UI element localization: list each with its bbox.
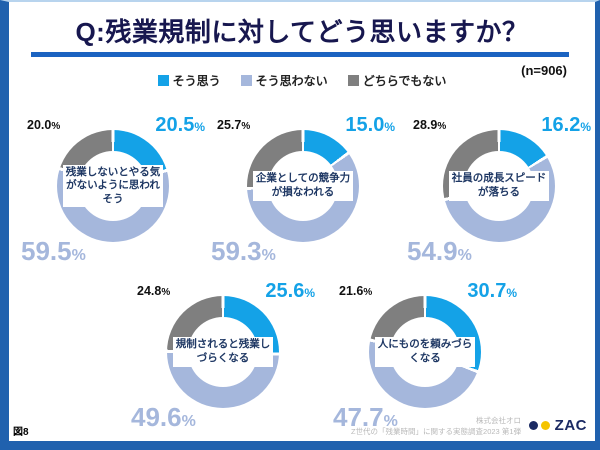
neither-percent: 21.6% [339,284,373,298]
donut-chart-4: 24.8% 25.6% 規制されると残業しづらくなる 49.6% [129,280,319,441]
agree-percent: 25.6% [265,280,315,302]
logo-text: ZAC [554,417,587,434]
legend-label-agree: そう思う [172,74,221,88]
disagree-percent: 59.3% [211,236,276,266]
donut-chart-1: 20.0% 20.5% 残業しないとやる気がないように思われそう 59.5% [19,114,209,288]
legend-item-neither: どちらでもない [347,72,447,89]
legend-swatch-agree [157,75,169,86]
agree-percent: 15.0% [345,114,395,136]
legend-item-agree: そう思う [157,72,221,89]
neither-percent: 24.8% [137,284,171,298]
chart-label-wrap: 社員の成長スピードが落ちる [443,130,555,242]
agree-percent: 30.7% [467,280,517,302]
chart-label: 残業しないとやる気がないように思われそう [63,164,163,208]
chart-label: 企業としての競争力が損なわれる [253,171,353,201]
neither-percent: 20.0% [27,118,61,132]
agree-percent: 20.5% [155,114,205,136]
credit-survey: Z世代の「残業時間」に関する実態調査2023 第1弾 [350,426,521,436]
chart-label: 人にものを頼みづらくなる [375,337,475,367]
page-title: Q:残業規制に対してどう思いますか？ [75,17,529,47]
legend-label-disagree: そう思わない [255,74,328,88]
donut-chart-5: 21.6% 30.7% 人にものを頼みづらくなる 47.7% [331,280,521,441]
disagree-percent: 49.6% [131,402,196,432]
chart-label: 規制されると残業しづらくなる [173,337,273,367]
legend: そう思う そう思わない どちらでもない [9,72,595,89]
neither-percent: 25.7% [217,118,251,132]
disagree-percent: 59.5% [21,236,86,266]
credit-company: 株式会社オロ [476,415,521,425]
donut-chart-2: 25.7% 15.0% 企業としての競争力が損なわれる 59.3% [209,114,399,288]
legend-swatch-disagree [240,75,252,86]
disagree-percent: 47.7% [333,402,398,432]
legend-item-disagree: そう思わない [240,72,328,89]
figure-number: 図8 [13,427,29,438]
chart-label-wrap: 規制されると残業しづらくなる [167,296,279,408]
logo-dot-navy [528,421,538,430]
donut-chart-3: 28.9% 16.2% 社員の成長スピードが落ちる 54.9% [405,114,595,288]
legend-swatch-neither [347,75,359,86]
chart-label-wrap: 残業しないとやる気がないように思われそう [57,130,169,242]
zac-logo: ZAC [528,417,587,434]
disagree-percent: 54.9% [407,236,472,266]
neither-percent: 28.9% [413,118,447,132]
logo-dot-yellow [540,421,550,430]
chart-label: 社員の成長スピードが落ちる [449,171,549,201]
sample-size-label: (n=906) [521,63,567,78]
legend-label-neither: どちらでもない [362,74,447,88]
agree-percent: 16.2% [541,114,591,136]
title-underline [31,52,569,57]
credit-text: 株式会社オロ Z世代の「残業時間」に関する実態調査2023 第1弾 [351,415,521,438]
chart-label-wrap: 企業としての競争力が損なわれる [247,130,359,242]
chart-label-wrap: 人にものを頼みづらくなる [369,296,481,408]
